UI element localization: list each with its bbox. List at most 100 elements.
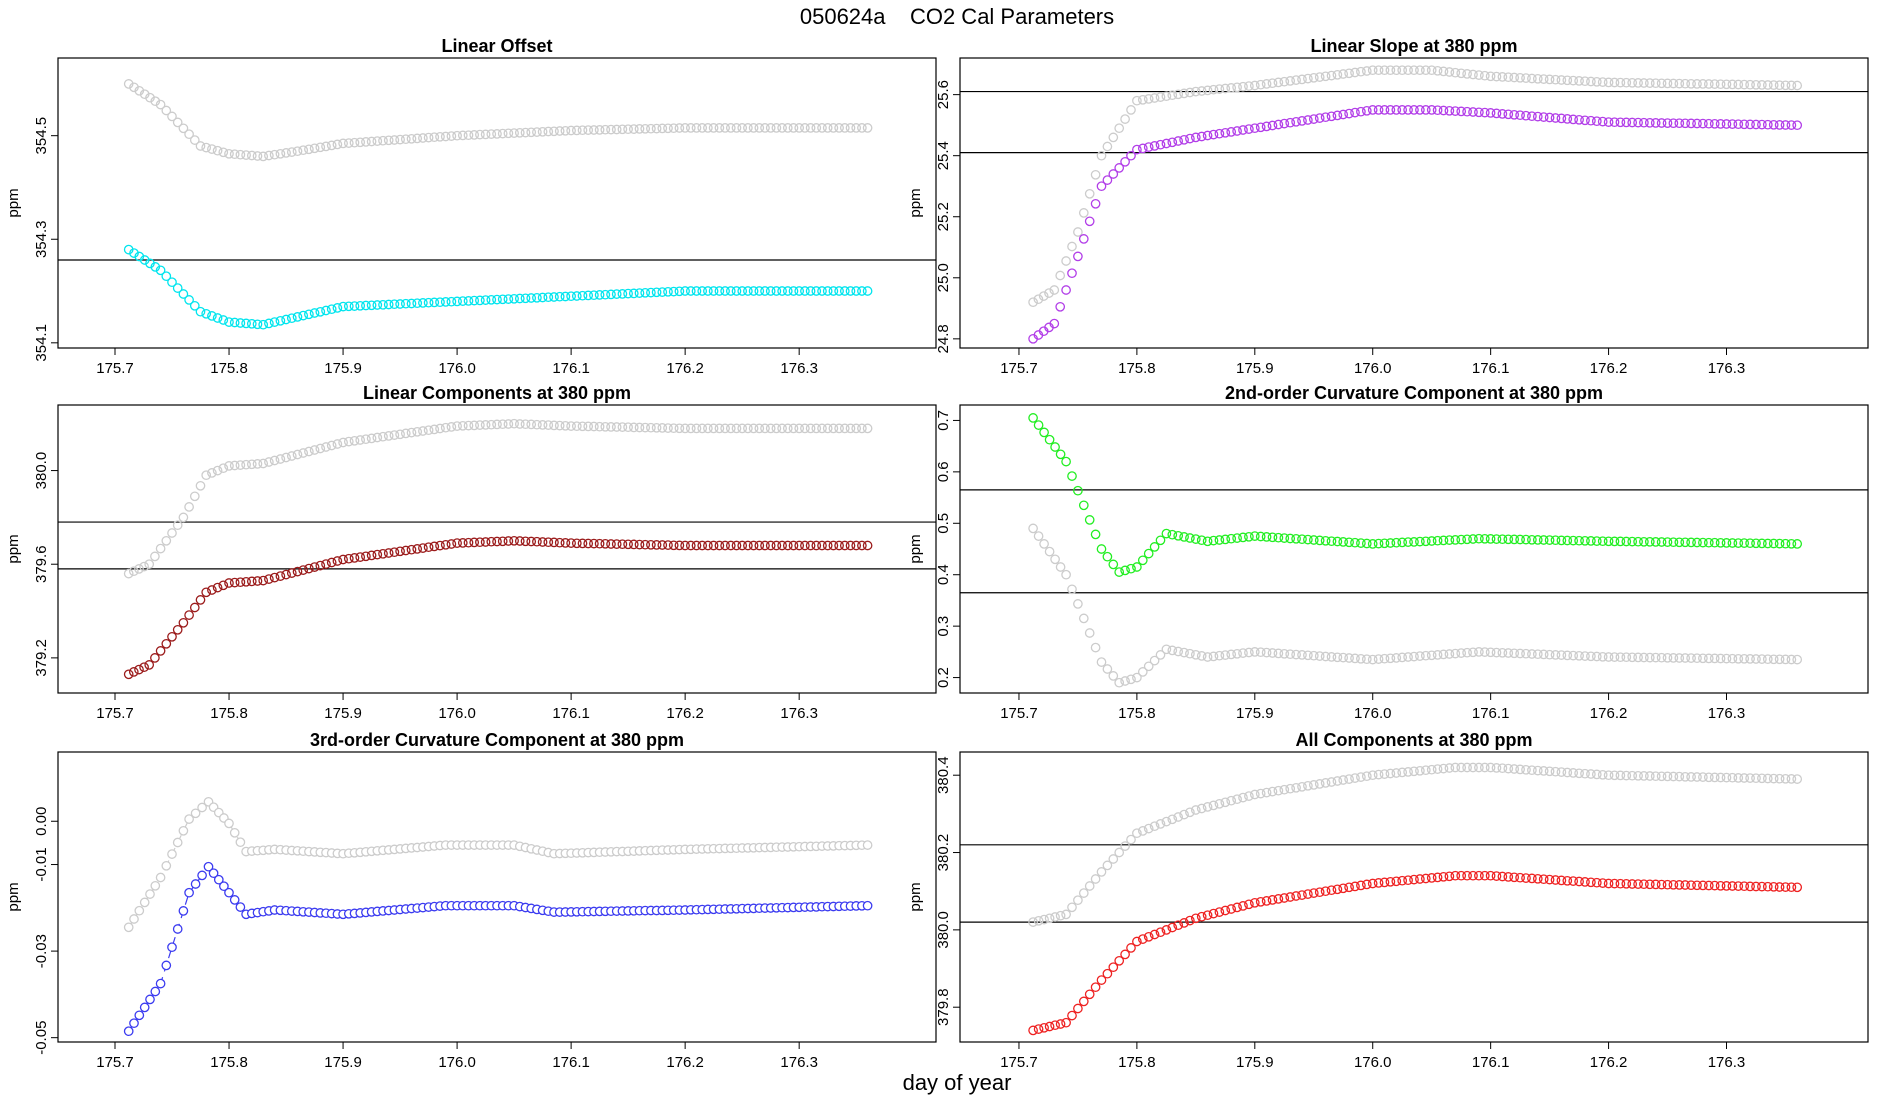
data-point <box>134 564 144 574</box>
data-point <box>241 150 251 160</box>
data-point <box>1055 270 1066 281</box>
data-point <box>577 538 588 549</box>
data-point <box>1774 80 1785 91</box>
data-point <box>1792 882 1803 893</box>
data-point <box>1161 925 1172 935</box>
data-point <box>1208 651 1219 662</box>
data-point <box>543 126 554 137</box>
data-point <box>1261 896 1272 906</box>
data-point <box>1409 874 1419 885</box>
data-point <box>435 540 445 551</box>
data-point <box>554 537 565 548</box>
data-point <box>594 421 605 432</box>
data-point <box>1615 117 1626 128</box>
data-point <box>469 537 480 548</box>
data-point <box>281 569 291 580</box>
data-point <box>178 289 189 299</box>
data-point <box>1426 764 1437 775</box>
data-point <box>1698 880 1708 891</box>
data-point <box>680 123 690 133</box>
data-point <box>725 540 736 551</box>
data-point <box>1397 537 1408 548</box>
data-point <box>1709 772 1720 783</box>
data-point <box>321 305 331 316</box>
data-point <box>1303 650 1313 661</box>
data-point <box>395 299 405 309</box>
data-point <box>1680 118 1691 129</box>
data-point <box>634 422 645 433</box>
data-point <box>1232 794 1242 805</box>
data-point <box>1438 535 1449 546</box>
data-point <box>771 423 782 434</box>
data-point <box>1574 535 1584 546</box>
data-point <box>1450 67 1461 78</box>
data-point <box>412 133 423 144</box>
data-point <box>657 423 668 433</box>
data-point <box>1762 80 1773 90</box>
data-point <box>1715 79 1726 90</box>
data-point <box>1515 872 1525 883</box>
data-point <box>1768 119 1779 130</box>
data-point <box>1326 536 1337 547</box>
data-point <box>1627 770 1638 781</box>
x-tick-label: 175.7 <box>96 1054 134 1071</box>
data-point <box>1715 772 1726 783</box>
data-point <box>1603 652 1614 662</box>
data-point <box>1196 131 1207 142</box>
data-point <box>1692 79 1702 89</box>
x-tick-label: 176.1 <box>1472 360 1510 377</box>
data-point <box>1656 537 1667 547</box>
data-point <box>1067 584 1077 595</box>
data-point <box>400 298 411 309</box>
x-tick-label: 175.8 <box>210 705 248 722</box>
data-point <box>1627 879 1638 889</box>
data-point <box>1108 559 1119 570</box>
data-point <box>1273 648 1284 659</box>
data-point <box>1597 77 1608 87</box>
data-point <box>862 840 873 850</box>
data-point <box>845 123 856 133</box>
data-point <box>190 808 201 819</box>
data-point <box>1532 73 1543 84</box>
data-point <box>1267 895 1278 905</box>
data-point <box>668 286 679 297</box>
data-point <box>1126 674 1136 685</box>
data-point <box>657 287 668 297</box>
data-point <box>714 540 725 551</box>
data-point <box>748 286 759 296</box>
x-tick-label: 175.9 <box>324 1054 362 1071</box>
data-point <box>1143 823 1154 834</box>
data-point <box>1633 652 1643 663</box>
data-point <box>1338 775 1349 785</box>
data-point <box>1450 106 1461 116</box>
data-point <box>668 423 679 434</box>
data-point <box>1326 111 1337 122</box>
x-tick-label: 176.0 <box>1354 1054 1392 1071</box>
data-point <box>457 130 468 141</box>
data-point <box>663 123 673 134</box>
data-point <box>1650 78 1661 89</box>
data-point <box>1073 227 1083 237</box>
data-point <box>1202 910 1213 921</box>
data-point <box>1426 65 1437 76</box>
y-tick-label: -0.03 <box>33 934 50 968</box>
data-point <box>1120 114 1130 124</box>
data-point <box>1662 879 1673 890</box>
data-point <box>1639 117 1649 128</box>
data-point <box>1527 649 1537 659</box>
data-point <box>1527 765 1537 776</box>
data-point <box>1745 654 1755 664</box>
data-point <box>1739 538 1750 548</box>
data-point <box>543 537 554 548</box>
data-point <box>1550 766 1561 777</box>
data-point <box>668 123 679 134</box>
data-point <box>1715 119 1726 129</box>
data-point <box>1591 651 1602 662</box>
data-point <box>1067 268 1077 279</box>
data-point <box>1314 72 1325 82</box>
data-point <box>1291 533 1301 544</box>
data-point <box>623 124 633 135</box>
data-point <box>577 125 588 136</box>
data-point <box>197 870 207 881</box>
data-point <box>1214 535 1225 545</box>
